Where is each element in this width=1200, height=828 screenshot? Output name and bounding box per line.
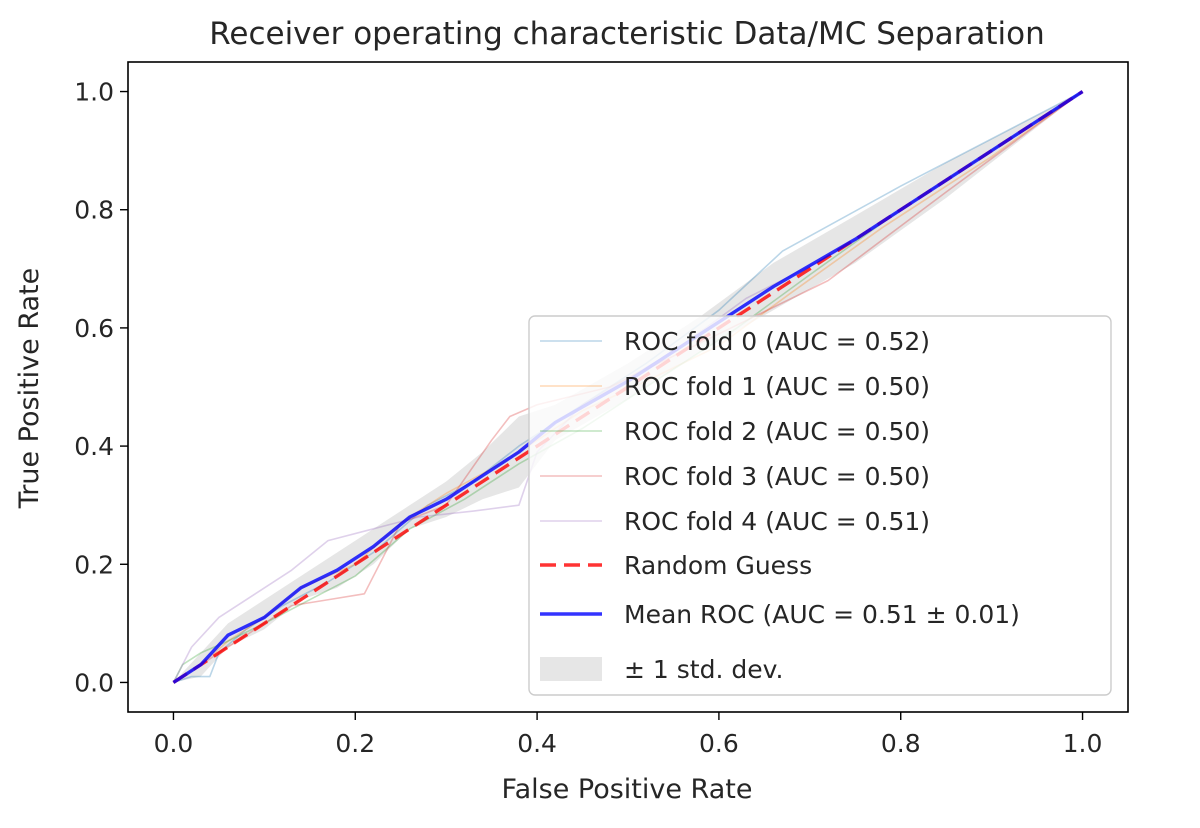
legend-label: Random Guess bbox=[624, 551, 812, 580]
y-tick-label: 0.0 bbox=[74, 668, 114, 697]
legend-label: ROC fold 1 (AUC = 0.50) bbox=[624, 372, 930, 401]
x-tick-label: 0.6 bbox=[699, 729, 739, 758]
legend-box bbox=[528, 315, 1112, 696]
y-tick-label: 0.2 bbox=[74, 550, 114, 579]
series-line-0 bbox=[173, 90, 1083, 684]
legend-label: ± 1 std. dev. bbox=[624, 655, 783, 684]
x-axis-label: False Positive Rate bbox=[502, 774, 753, 805]
y-axis-label: True Positive Rate bbox=[14, 268, 45, 510]
legend-label: ROC fold 3 (AUC = 0.50) bbox=[624, 462, 930, 491]
x-tick-label: 0.0 bbox=[154, 729, 194, 758]
series-line-6 bbox=[172, 90, 1084, 684]
chart-title: Receiver operating characteristic Data/M… bbox=[209, 16, 1045, 52]
axes-frame bbox=[127, 61, 1129, 713]
legend-label: ROC fold 2 (AUC = 0.50) bbox=[624, 417, 930, 446]
y-tick-label: 0.4 bbox=[74, 432, 114, 461]
x-tick-label: 1.0 bbox=[1063, 729, 1103, 758]
legend-label: ROC fold 0 (AUC = 0.52) bbox=[624, 327, 930, 356]
legend-label: Mean ROC (AUC = 0.51 ± 0.01) bbox=[624, 600, 1020, 629]
x-tick-label: 0.8 bbox=[881, 729, 921, 758]
y-tick-label: 0.8 bbox=[74, 196, 114, 225]
series-line-4 bbox=[172, 90, 1083, 683]
y-tick-label: 1.0 bbox=[74, 78, 114, 107]
legend-swatch bbox=[540, 657, 602, 681]
axis-ticks: 0.0 0.2 0.4 0.6 0.8 1.0 0.0 0.2 0.4 0.6 0.8 1.0 bbox=[74, 78, 1102, 758]
x-tick-label: 0.4 bbox=[517, 729, 557, 758]
legend: ROC fold 0 (AUC = 0.52) ROC fold 1 (AUC =… bbox=[528, 315, 1112, 696]
legend-label: ROC fold 4 (AUC = 0.51) bbox=[624, 507, 930, 536]
y-tick-label: 0.6 bbox=[74, 314, 114, 343]
x-tick-label: 0.2 bbox=[335, 729, 375, 758]
